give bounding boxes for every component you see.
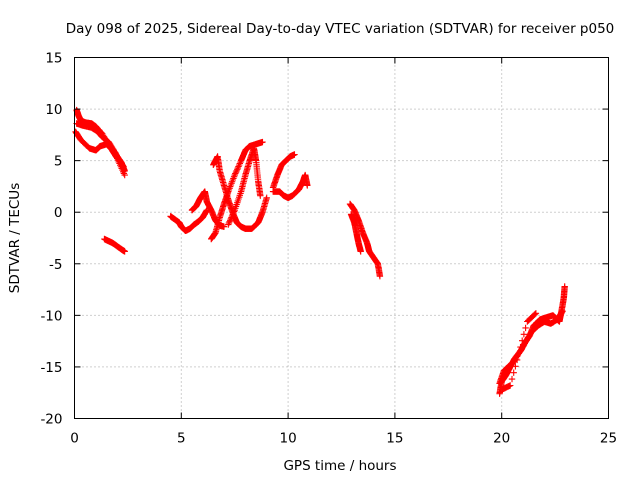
data-point-marker	[230, 208, 238, 215]
data-point-marker	[520, 331, 528, 338]
data-point-marker	[227, 217, 234, 224]
y-tick-label: 10	[45, 102, 62, 118]
series-track-g	[496, 283, 568, 397]
data-point-marker	[257, 192, 264, 199]
chart-title: Day 098 of 2025, Sidereal Day-to-day VTE…	[66, 21, 615, 37]
data-point-marker	[228, 212, 236, 220]
plot-frame	[74, 57, 609, 419]
data-point-marker	[531, 310, 539, 318]
data-point-marker	[232, 169, 240, 176]
data-point-marker	[561, 283, 568, 290]
data-point-marker	[235, 163, 242, 170]
data-point-marker	[226, 218, 233, 225]
y-tick-label: -10	[40, 308, 62, 324]
y-tick-label: -15	[40, 360, 62, 376]
series-track-c5	[225, 145, 264, 228]
grid	[74, 57, 609, 419]
y-tick-label: 15	[45, 51, 62, 67]
data-point-marker	[558, 308, 566, 316]
data-point-marker	[263, 194, 270, 201]
series-track-d	[269, 151, 298, 191]
data-point-marker	[507, 382, 514, 389]
data-point-marker	[227, 215, 235, 222]
data-point-marker	[234, 166, 241, 173]
data-point-marker	[512, 363, 519, 370]
data-point-marker	[232, 170, 239, 177]
data-point-marker	[515, 350, 522, 357]
data-point-marker	[304, 182, 311, 189]
series-track-g2	[496, 308, 566, 387]
series-track-b	[101, 235, 128, 255]
data-point-marker	[508, 375, 516, 383]
data-point-marker	[113, 154, 120, 161]
data-point-marker	[510, 369, 517, 376]
series-track-c1	[167, 207, 211, 234]
series-track-g3	[498, 310, 540, 393]
x-axis-label: GPS time / hours	[283, 458, 396, 474]
series-track-c3	[208, 138, 266, 243]
data-point-marker	[230, 209, 237, 217]
x-tick-label: 5	[177, 431, 186, 447]
data-point-marker	[522, 324, 529, 332]
x-tick-label: 10	[280, 431, 297, 447]
x-tick-label: 15	[386, 431, 403, 447]
data-point-marker	[291, 151, 298, 158]
data-point-marker	[225, 221, 232, 228]
data-point-marker	[225, 219, 233, 227]
y-tick-label: 5	[54, 154, 63, 170]
axis-ticks: 0 5 10 15 20 25 -20 -15 -10 -5 0 5 10 15	[40, 51, 617, 447]
data-point-marker	[559, 308, 566, 315]
data-point-marker	[233, 167, 240, 174]
y-tick-label: 0	[54, 205, 63, 221]
data-point-marker	[519, 337, 526, 344]
y-axis-label: SDTVAR / TECUs	[7, 183, 23, 293]
data-point-marker	[517, 343, 524, 351]
series-track-e	[269, 171, 311, 201]
data-point-marker	[236, 160, 243, 167]
data-point-marker	[229, 211, 236, 218]
y-tick-label: -20	[40, 412, 62, 428]
data-point-marker	[236, 161, 243, 169]
data-point-marker	[234, 164, 242, 172]
x-tick-label: 25	[600, 431, 617, 447]
data-point-marker	[357, 248, 364, 255]
series-track-f	[346, 200, 384, 280]
data-point-marker	[228, 214, 235, 221]
data-point-marker	[220, 223, 228, 230]
data-point-marker	[259, 138, 266, 146]
data-point-marker	[121, 171, 128, 179]
data-points	[72, 106, 568, 397]
x-tick-label: 0	[70, 431, 79, 447]
data-point-marker	[231, 171, 238, 179]
x-tick-label: 20	[493, 431, 510, 447]
y-tick-label: -5	[49, 257, 62, 273]
data-point-marker	[532, 310, 540, 317]
data-point-marker	[121, 248, 128, 255]
data-point-marker	[513, 356, 521, 364]
series-track-a3	[73, 106, 128, 179]
series-track-f2	[347, 211, 364, 255]
data-point-marker	[376, 273, 384, 280]
series-track-c4	[210, 153, 270, 232]
